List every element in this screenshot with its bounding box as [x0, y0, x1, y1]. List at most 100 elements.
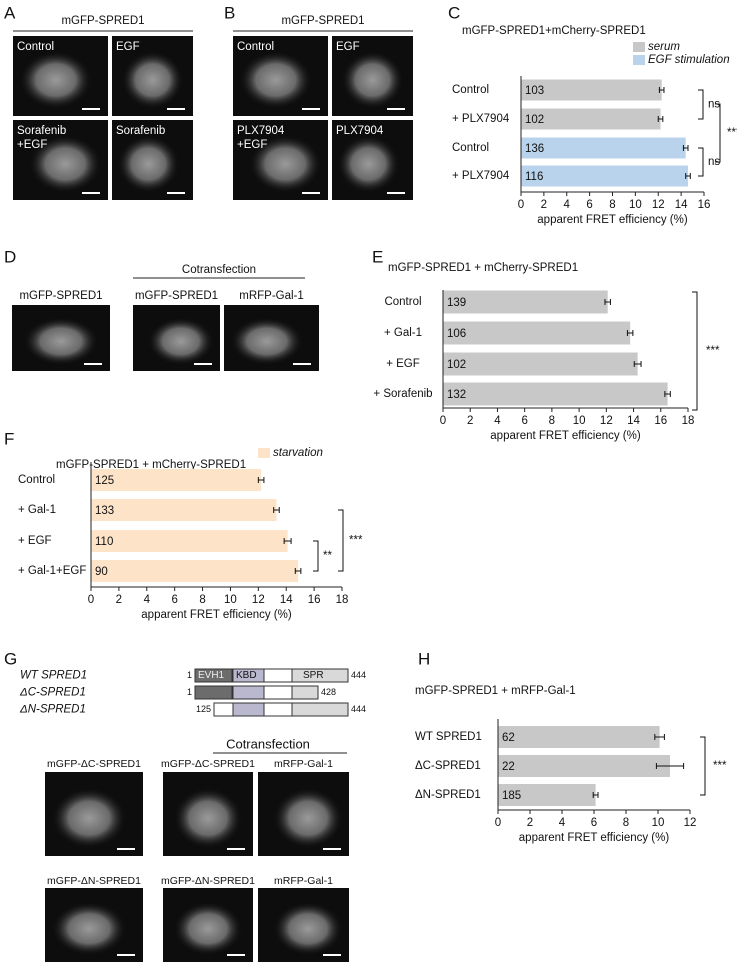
image-title: mGFP-SPRED1 [19, 290, 102, 302]
cell [249, 135, 322, 193]
image-label: Sorafenib [17, 125, 66, 137]
count-label: 133 [95, 505, 114, 517]
cell [239, 51, 312, 109]
cell [29, 135, 102, 193]
significance-bracket [715, 103, 721, 163]
x-tick-label: 14 [627, 415, 640, 427]
x-tick-label: 6 [171, 594, 177, 606]
cell [273, 902, 343, 956]
image-title: mGFP-ΔC-SPRED1 [161, 758, 255, 770]
image-title: mRFP-Gal-1 [239, 290, 304, 302]
bar [498, 726, 660, 748]
cell [51, 902, 127, 956]
x-tick-label: 8 [609, 199, 615, 211]
count-label: 125 [95, 475, 114, 487]
image-title: mRFP-Gal-1 [274, 758, 333, 770]
bar [91, 560, 299, 582]
panel-letter: F [4, 429, 14, 448]
x-tick-label: 4 [559, 817, 566, 829]
x-tick-label: 14 [675, 199, 688, 211]
category-label: WT SPRED1 [415, 731, 482, 743]
error-bar [592, 792, 599, 798]
significance-label: *** [349, 535, 363, 547]
significance-bracket [313, 540, 319, 572]
cell [147, 317, 214, 366]
significance-label: *** [713, 760, 727, 772]
image-title: mGFP-ΔN-SPRED1 [161, 875, 255, 887]
panel-letter: A [4, 3, 16, 22]
count-label: 139 [447, 297, 466, 309]
x-tick-label: 2 [541, 199, 547, 211]
domain-spr [291, 668, 349, 683]
category-label: + EGF [18, 535, 52, 547]
domain-spr [291, 685, 319, 700]
x-tick-label: 8 [199, 594, 205, 606]
bar [443, 321, 631, 345]
construct-name: WT SPRED1 [20, 670, 87, 682]
construct-end: 444 [351, 704, 366, 714]
x-axis-label: apparent FRET efficiency (%) [519, 832, 670, 844]
error-bar [626, 330, 634, 336]
x-axis-label: apparent FRET efficiency (%) [141, 609, 292, 621]
construct-name: ΔN-SPRED1 [19, 704, 86, 716]
cell [173, 902, 243, 956]
x-tick-label: 0 [518, 199, 524, 211]
legend-swatch [258, 448, 270, 458]
significance-label: *** [706, 345, 720, 357]
bar [498, 784, 596, 806]
significance-bracket [338, 509, 344, 572]
x-tick-label: 18 [336, 594, 349, 606]
x-tick-label: 18 [682, 415, 695, 427]
x-tick-label: 0 [495, 817, 501, 829]
x-tick-label: 8 [549, 415, 555, 427]
x-tick-label: 4 [494, 415, 501, 427]
bar [91, 530, 288, 552]
image-label: +EGF [17, 139, 47, 151]
cell [173, 787, 243, 849]
panel-header: mGFP-SPRED1 [61, 15, 144, 27]
x-tick-label: 10 [224, 594, 237, 606]
construct-start: 1 [187, 670, 192, 680]
bar [443, 352, 638, 376]
domain-kbd [232, 668, 265, 683]
x-tick-label: 14 [280, 594, 293, 606]
construct-start: 1 [187, 687, 192, 697]
panel-letter: E [372, 247, 383, 266]
count-label: 136 [525, 143, 544, 155]
category-label: + PLX7904 [452, 113, 510, 125]
category-label: ΔN-SPRED1 [415, 789, 481, 801]
bar [91, 499, 277, 521]
significance-bracket [700, 736, 706, 796]
error-bar [294, 568, 302, 574]
cell [273, 787, 343, 849]
chart-title: mGFP-SPRED1 + mCherry-SPRED1 [388, 262, 578, 274]
x-tick-label: 16 [308, 594, 321, 606]
x-tick-label: 12 [600, 415, 613, 427]
legend-swatch [633, 55, 645, 65]
cell [117, 135, 180, 193]
error-bar [273, 507, 280, 513]
x-tick-label: 2 [527, 817, 533, 829]
cell [19, 51, 92, 109]
error-bar [664, 391, 671, 397]
x-tick-label: 0 [88, 594, 94, 606]
x-tick-label: 10 [629, 199, 642, 211]
bar [443, 290, 608, 314]
count-label: 90 [95, 566, 108, 578]
x-tick-label: 16 [654, 415, 667, 427]
error-bar [657, 116, 664, 122]
panel-letter: H [418, 649, 430, 668]
panel-letter: B [224, 3, 235, 22]
count-label: 132 [447, 389, 466, 401]
error-bar [654, 734, 665, 740]
cell [341, 51, 404, 109]
error-bar [658, 87, 665, 93]
significance-bracket [692, 291, 698, 411]
significance-label: ns [708, 156, 720, 168]
bar [521, 79, 662, 101]
bar [521, 137, 686, 159]
image-label: PLX7904 [237, 125, 285, 137]
cell [337, 135, 400, 193]
image-title: mGFP-ΔN-SPRED1 [47, 875, 141, 887]
